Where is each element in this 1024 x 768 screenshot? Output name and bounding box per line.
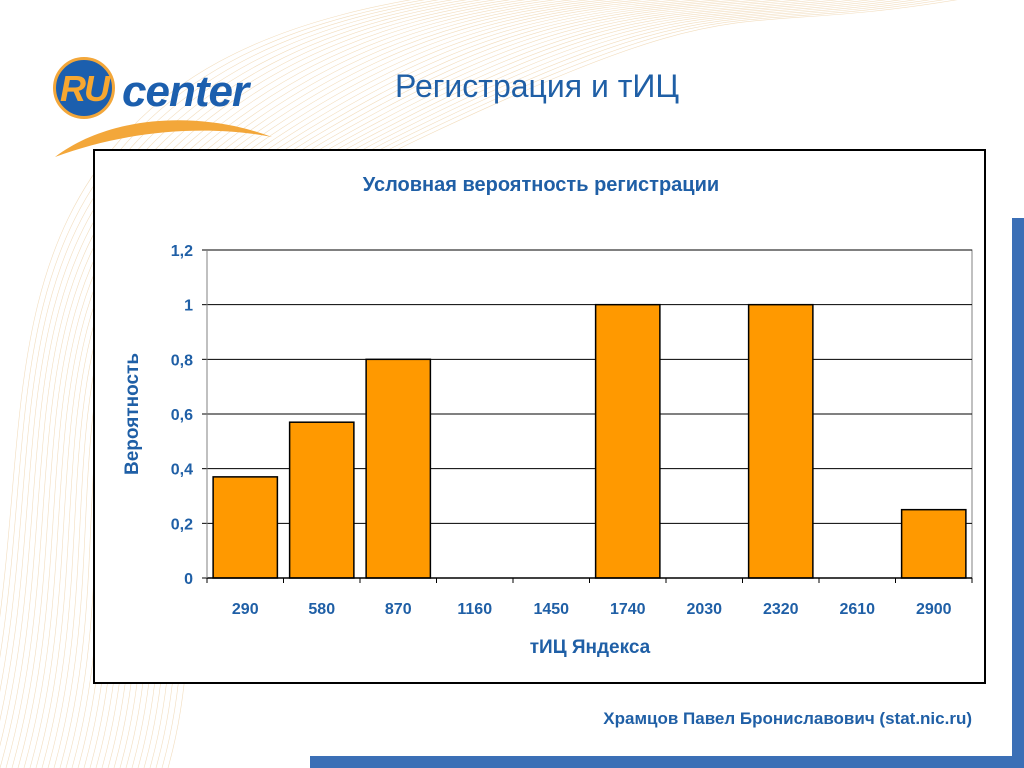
y-tick-label: 1 xyxy=(184,298,193,315)
slide-title: Регистрация и тИЦ xyxy=(395,68,680,104)
background-wave-line xyxy=(59,0,642,768)
bar xyxy=(594,303,661,579)
background-wave-line xyxy=(5,0,496,768)
background-wave-line xyxy=(41,0,589,768)
background-wave-line xyxy=(23,0,541,768)
background-wave-line xyxy=(0,0,439,692)
background-wave-line xyxy=(17,0,526,768)
x-axis-label: тИЦ Яндекса xyxy=(530,637,651,658)
x-tick-label: 1740 xyxy=(610,601,646,618)
ru-center-logo: RU center xyxy=(50,55,280,165)
background-wave-line xyxy=(0,0,412,618)
x-tick-label: 1160 xyxy=(457,601,492,618)
chart-frame: Условная вероятность регистрации тИЦ Янд… xyxy=(93,149,986,684)
bar xyxy=(212,476,279,579)
bar xyxy=(747,303,814,579)
bar xyxy=(288,421,355,579)
logo-circle xyxy=(53,57,115,119)
y-tick-label: 0 xyxy=(184,571,193,588)
background-wave-line xyxy=(0,0,453,721)
x-tick-label: 290 xyxy=(232,601,259,618)
logo-swoosh xyxy=(55,120,272,157)
background-wave-line xyxy=(0,0,482,768)
y-tick-label: 0,2 xyxy=(171,516,193,533)
x-tick-label: 1450 xyxy=(533,601,569,618)
logo-center-text: center xyxy=(122,67,249,116)
y-tick-label: 0,4 xyxy=(171,462,193,479)
bar-chart: Условная вероятность регистрации тИЦ Янд… xyxy=(122,174,973,658)
bar xyxy=(365,358,432,579)
bar xyxy=(900,508,967,579)
y-tick-label: 0,6 xyxy=(171,407,193,424)
x-tick-label: 2610 xyxy=(839,601,875,618)
background-wave-line xyxy=(47,0,606,768)
x-tick-label: 2900 xyxy=(916,601,952,618)
x-tick-label: 580 xyxy=(308,601,335,618)
background-wave-line xyxy=(29,0,557,768)
footer-author: Храмцов Павел Брониславович (stat.nic.ru… xyxy=(603,709,972,728)
y-tick-label: 0,8 xyxy=(171,352,193,369)
x-tick-label: 2320 xyxy=(763,601,799,618)
right-accent-bar xyxy=(1012,218,1024,768)
y-tick-label: 1,2 xyxy=(171,243,193,260)
chart-title: Условная вероятность регистрации xyxy=(363,174,719,196)
y-axis-label: Вероятность xyxy=(122,353,143,475)
logo-ru-text: RU xyxy=(60,68,110,109)
x-tick-label: 2030 xyxy=(686,601,722,618)
background-wave-line xyxy=(53,0,623,768)
background-wave-line xyxy=(0,0,468,747)
bottom-accent-bar xyxy=(310,756,1024,768)
background-wave-line xyxy=(35,0,573,768)
background-wave-line xyxy=(0,0,425,659)
background-wave-line xyxy=(11,0,511,768)
x-tick-label: 870 xyxy=(385,601,412,618)
